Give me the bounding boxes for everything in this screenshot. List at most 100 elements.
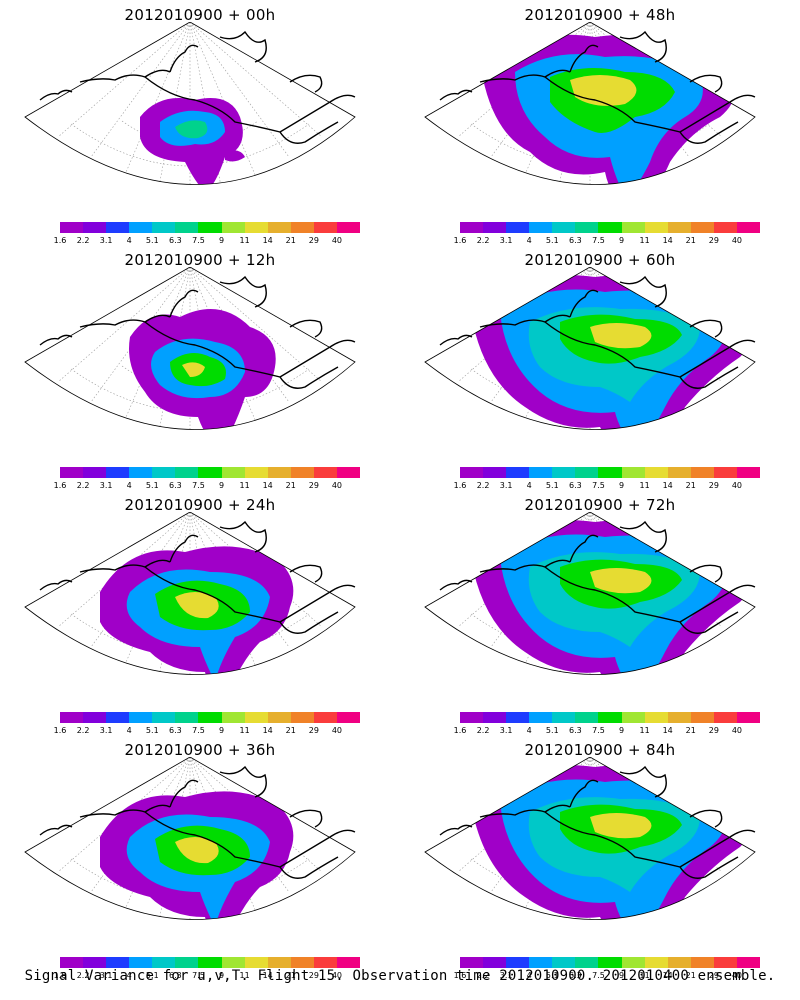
colorbar-tick-label: 29	[708, 481, 719, 490]
panel-title: 2012010900 + 12h	[124, 251, 276, 269]
colorbar-swatch	[267, 712, 291, 723]
colorbar-swatch	[60, 467, 84, 478]
colorbar-swatch	[690, 957, 714, 968]
colorbar-swatch	[690, 712, 714, 723]
colorbar-tick-label: 5.1	[145, 726, 159, 735]
panel-title: 2012010900 + 60h	[524, 251, 676, 269]
colorbar-swatch	[83, 712, 107, 723]
colorbar-tick-label: 29	[708, 971, 719, 980]
map-border	[24, 757, 356, 920]
colorbar-swatch	[198, 222, 222, 233]
colorbar-swatch	[244, 222, 268, 233]
colorbar-swatch	[152, 222, 176, 233]
colorbar-swatch	[483, 467, 507, 478]
colorbar-tick-label: 6.3	[569, 236, 582, 245]
colorbar-tick-label: 9	[618, 726, 625, 735]
map-border	[24, 267, 356, 430]
forecast-panel: 2012010900 + 12h 1.6 2.2 3.1 4 5.1 6.3 7.5 9 11 14…	[0, 245, 400, 490]
colorbar-tick-label: 21	[285, 726, 296, 735]
coastlines	[439, 520, 756, 634]
colorbar-tick-label: 40	[731, 481, 743, 490]
colorbar-swatch	[690, 222, 714, 233]
colorbar-tick-label: 3.1	[499, 726, 513, 735]
panel-title: 2012010900 + 48h	[524, 6, 676, 24]
figure-caption: Signal Variance for u,v,T. Flight 15. Ob…	[24, 968, 776, 984]
colorbar-swatch	[152, 957, 176, 968]
colorbar-tick-label: 1.6	[53, 481, 67, 490]
colorbar-tick-label: 6.3	[569, 481, 582, 490]
colorbar-swatch	[575, 222, 599, 233]
colorbar-swatch	[529, 712, 553, 723]
colorbar-tick-label: 2.2	[476, 726, 490, 735]
colorbar-swatch	[313, 712, 337, 723]
variance-field	[140, 98, 245, 185]
coastlines	[439, 275, 756, 389]
colorbar-swatch	[83, 222, 107, 233]
colorbar-swatch	[529, 222, 553, 233]
colorbar-tick-label: 6.3	[569, 726, 582, 735]
map-border	[424, 22, 756, 185]
colorbar-swatch	[644, 712, 668, 723]
colorbar-swatch	[621, 222, 645, 233]
colorbar-tick-label: 14	[262, 236, 273, 245]
colorbar-swatch	[506, 222, 530, 233]
colorbar-tick-label: 11	[239, 236, 250, 245]
colorbar-swatch	[460, 957, 484, 968]
forecast-panel: 2012010900 + 84h 1.6 2.2 3.1 4 5.1 6.3 7.5 9 11 14…	[400, 735, 800, 980]
colorbar-tick-label: 14	[662, 481, 673, 490]
colorbar-swatch	[713, 957, 737, 968]
colorbar-swatch	[106, 467, 130, 478]
colorbar-swatch	[60, 222, 84, 233]
colorbar-tick-label: 14	[262, 481, 273, 490]
colorbar-swatch	[313, 957, 337, 968]
signal-variance-map	[424, 512, 756, 675]
colorbar-tick-label: 21	[285, 236, 296, 245]
colorbar-tick-label: 4	[526, 481, 532, 490]
colorbar-swatch	[667, 467, 691, 478]
colorbar-tick-label: 6.3	[169, 726, 182, 735]
forecast-panel: 2012010900 + 48h 1.6 2.2 3.1 4 5.1 6.3 7.5 9 11 14…	[400, 0, 800, 245]
colorbar-tick-label: 11	[239, 971, 250, 980]
colorbar	[60, 712, 361, 723]
colorbar-tick-label: 21	[685, 481, 696, 490]
variance-field	[470, 274, 755, 430]
colorbar-swatch	[60, 712, 84, 723]
colorbar-tick-label: 7.5	[592, 236, 605, 245]
colorbar-swatch	[244, 957, 268, 968]
colorbar-tick-label: 11	[639, 236, 650, 245]
colorbar-tick-label: 40	[331, 971, 343, 980]
forecast-panel: 2012010900 + 72h 1.6 2.2 3.1 4 5.1 6.3 7.5 9 11 14…	[400, 490, 800, 735]
colorbar-tick-label: 40	[731, 971, 743, 980]
colorbar-tick-label: 6.3	[169, 236, 182, 245]
colorbar-tick-label: 2.2	[76, 971, 90, 980]
colorbar-swatch	[83, 467, 107, 478]
colorbar-tick-label: 29	[708, 236, 719, 245]
colorbar-tick-label: 1.6	[53, 971, 67, 980]
colorbar-swatch	[290, 712, 314, 723]
colorbar-swatch	[644, 222, 668, 233]
colorbar-tick-label: 21	[285, 481, 296, 490]
colorbar-tick-label: 4	[526, 726, 532, 735]
colorbar-tick-label: 3.1	[99, 481, 113, 490]
colorbar-swatch	[529, 467, 553, 478]
colorbar-tick-label: 7.5	[192, 971, 205, 980]
colorbar-swatch	[460, 467, 484, 478]
signal-variance-map	[24, 267, 356, 430]
colorbar-tick-label: 21	[285, 971, 296, 980]
colorbar-tick-label: 29	[308, 971, 319, 980]
colorbar-tick-label: 7.5	[192, 481, 205, 490]
colorbar-tick-label: 9	[218, 726, 225, 735]
colorbar-swatch	[175, 712, 199, 723]
colorbar-tick-label: 3.1	[99, 726, 113, 735]
coastlines	[39, 520, 356, 634]
colorbar-tick-label: 7.5	[592, 971, 605, 980]
colorbar-swatch	[152, 712, 176, 723]
variance-field	[470, 764, 755, 920]
colorbar-swatch	[129, 467, 153, 478]
forecast-panel: 2012010900 + 00h 1.6 2.2 3.1 4 5.1 6.3 7.5 9 11 14…	[0, 0, 400, 245]
colorbar-tick-label: 5.1	[145, 236, 159, 245]
panel-title: 2012010900 + 00h	[124, 6, 276, 24]
colorbar-swatch	[575, 712, 599, 723]
colorbar-swatch	[644, 957, 668, 968]
colorbar-swatch	[575, 957, 599, 968]
